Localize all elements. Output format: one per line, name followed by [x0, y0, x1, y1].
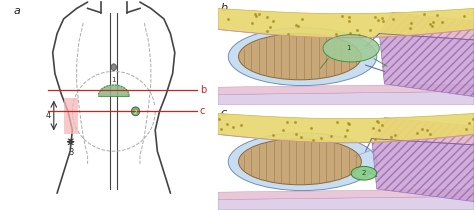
- Bar: [64, 98, 78, 134]
- Text: c: c: [200, 106, 205, 116]
- Text: 3: 3: [69, 148, 74, 157]
- Text: b: b: [200, 85, 206, 95]
- Text: b: b: [220, 3, 228, 13]
- Polygon shape: [218, 84, 474, 94]
- Ellipse shape: [228, 133, 377, 191]
- Ellipse shape: [238, 139, 361, 185]
- Polygon shape: [218, 91, 474, 105]
- Polygon shape: [99, 85, 129, 96]
- Ellipse shape: [111, 64, 117, 71]
- Ellipse shape: [351, 166, 377, 180]
- Ellipse shape: [238, 34, 361, 80]
- Polygon shape: [379, 13, 474, 40]
- Text: 1: 1: [111, 76, 116, 83]
- Polygon shape: [218, 113, 474, 143]
- Text: c: c: [220, 108, 227, 118]
- Polygon shape: [218, 196, 474, 210]
- Polygon shape: [218, 8, 474, 38]
- Polygon shape: [218, 189, 474, 200]
- Text: 1: 1: [346, 45, 351, 51]
- Ellipse shape: [131, 107, 140, 116]
- Text: 4: 4: [46, 111, 51, 120]
- Text: 2: 2: [362, 170, 366, 176]
- Text: 2: 2: [134, 110, 137, 115]
- Ellipse shape: [228, 28, 377, 85]
- Polygon shape: [379, 34, 474, 97]
- Ellipse shape: [323, 35, 379, 62]
- Text: a: a: [13, 6, 20, 16]
- Polygon shape: [372, 139, 474, 202]
- Polygon shape: [372, 118, 474, 145]
